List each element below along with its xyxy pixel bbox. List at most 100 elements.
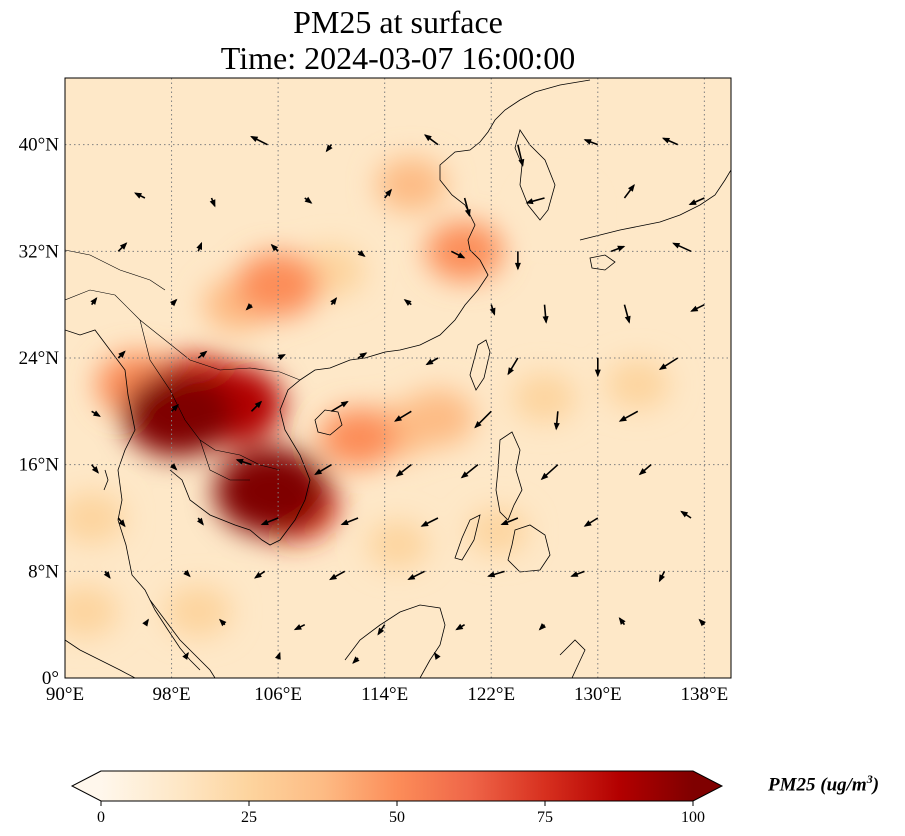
wind-arrow — [384, 188, 392, 199]
wind-arrow — [117, 350, 126, 359]
wind-arrow — [394, 410, 412, 422]
wind-arrow — [661, 137, 679, 146]
wind-arrow — [455, 623, 466, 631]
wind-arrow — [134, 192, 146, 199]
wind-arrow — [170, 403, 179, 412]
pm25-hotspot — [236, 252, 321, 317]
pm25-hotspot — [401, 389, 475, 447]
wind-arrow — [672, 242, 692, 253]
wind-arrow — [235, 458, 252, 466]
wind-arrow — [610, 245, 626, 253]
x-tick-label: 106°E — [254, 684, 302, 705]
wind-arrow — [623, 304, 631, 324]
colorbar-tick-label: 100 — [681, 809, 705, 826]
colorbar-gradient — [101, 771, 693, 801]
wind-arrow — [260, 517, 279, 526]
country-borders — [65, 249, 301, 481]
wind-arrow — [450, 250, 466, 259]
wind-arrow — [196, 241, 203, 252]
wind-arrow — [329, 570, 346, 581]
pm25-hotspot — [214, 447, 329, 536]
wind-arrow — [420, 517, 439, 527]
wind-arrow — [658, 570, 666, 583]
wind-arrow — [340, 517, 359, 526]
map-plot-area — [64, 77, 732, 679]
map-frame — [64, 77, 732, 679]
colorbar: 0 25 50 75 100 — [70, 770, 724, 826]
wind-arrow — [594, 358, 601, 378]
wind-arrow — [91, 410, 101, 417]
wind-arrow — [395, 464, 412, 477]
pm25-hotspot — [319, 408, 397, 468]
pm25-hotspot — [65, 492, 126, 544]
x-tick-label: 122°E — [467, 684, 515, 705]
wind-arrow — [103, 570, 111, 579]
wind-arrow — [425, 357, 439, 366]
wind-arrow — [618, 617, 626, 626]
wind-arrow — [407, 570, 425, 581]
wind-arrow — [357, 352, 368, 359]
wind-arrow — [117, 242, 128, 252]
y-axis-ticks: 0° 8°N 16°N 24°N 32°N 40°N — [19, 135, 60, 689]
wind-arrow — [250, 400, 263, 412]
wind-arrow — [377, 624, 386, 636]
wind-arrow — [254, 570, 266, 579]
wind-arrow — [91, 464, 99, 474]
y-tick-label: 32°N — [19, 241, 60, 262]
wind-arrow — [330, 297, 338, 306]
x-tick-label: 138°E — [681, 684, 729, 705]
coastlines — [65, 79, 731, 678]
wind-arrow — [90, 297, 98, 306]
colorbar-tick-label: 0 — [97, 809, 105, 826]
wind-arrow — [245, 303, 253, 311]
y-tick-label: 40°N — [19, 135, 60, 156]
pm25-hotspot — [529, 189, 587, 234]
wind-arrow — [325, 144, 333, 153]
colorbar-extend-high — [693, 771, 722, 801]
colorbar-tick-label: 75 — [537, 809, 553, 826]
y-tick-label: 16°N — [19, 455, 60, 476]
wind-arrow — [540, 464, 559, 481]
wind-arrow — [403, 299, 412, 306]
pm25-hotspot — [65, 585, 119, 638]
colorbar-tick-label: 50 — [389, 809, 405, 826]
wind-arrow — [487, 570, 505, 578]
wind-arrow — [170, 298, 178, 307]
wind-arrow — [293, 623, 306, 631]
wind-arrow — [277, 354, 286, 361]
wind-arrow — [474, 410, 492, 429]
pm25-hotspot — [512, 373, 577, 423]
colorbar-label: PM25 (ug/m3) — [768, 772, 880, 796]
wind-arrow — [680, 510, 692, 519]
wind-arrow — [433, 652, 441, 660]
wind-arrow — [197, 517, 204, 526]
colorbar-tick-label: 25 — [241, 809, 257, 826]
wind-arrow — [460, 464, 479, 479]
wind-arrow — [517, 144, 525, 167]
wind-arrow — [357, 250, 366, 257]
wind-arrow — [270, 243, 279, 252]
pm25-hotspot — [605, 360, 670, 410]
wind-arrow — [570, 570, 585, 577]
pm25-hotspot — [467, 508, 529, 555]
wind-arrow — [330, 401, 349, 413]
wind-arrow — [623, 184, 635, 199]
wind-arrow — [489, 304, 496, 316]
wind-arrow — [638, 464, 652, 476]
wind-arrow — [698, 618, 706, 627]
wind-arrow — [583, 139, 599, 146]
wind-arrow — [182, 652, 189, 660]
wind-arrow — [553, 411, 560, 431]
wind-arrow — [424, 134, 439, 146]
x-axis-ticks: 90°E 98°E 106°E 114°E 122°E 130°E 138°E — [46, 684, 728, 705]
wind-arrow — [183, 569, 191, 578]
wind-arrow — [463, 197, 471, 217]
wind-arrow — [275, 651, 281, 660]
wind-arrow — [542, 304, 549, 324]
wind-arrow — [507, 357, 519, 376]
pm25-hotspot — [367, 520, 429, 569]
pm25-hotspot — [122, 371, 234, 457]
pm25-field — [65, 157, 670, 638]
x-tick-label: 130°E — [574, 684, 622, 705]
